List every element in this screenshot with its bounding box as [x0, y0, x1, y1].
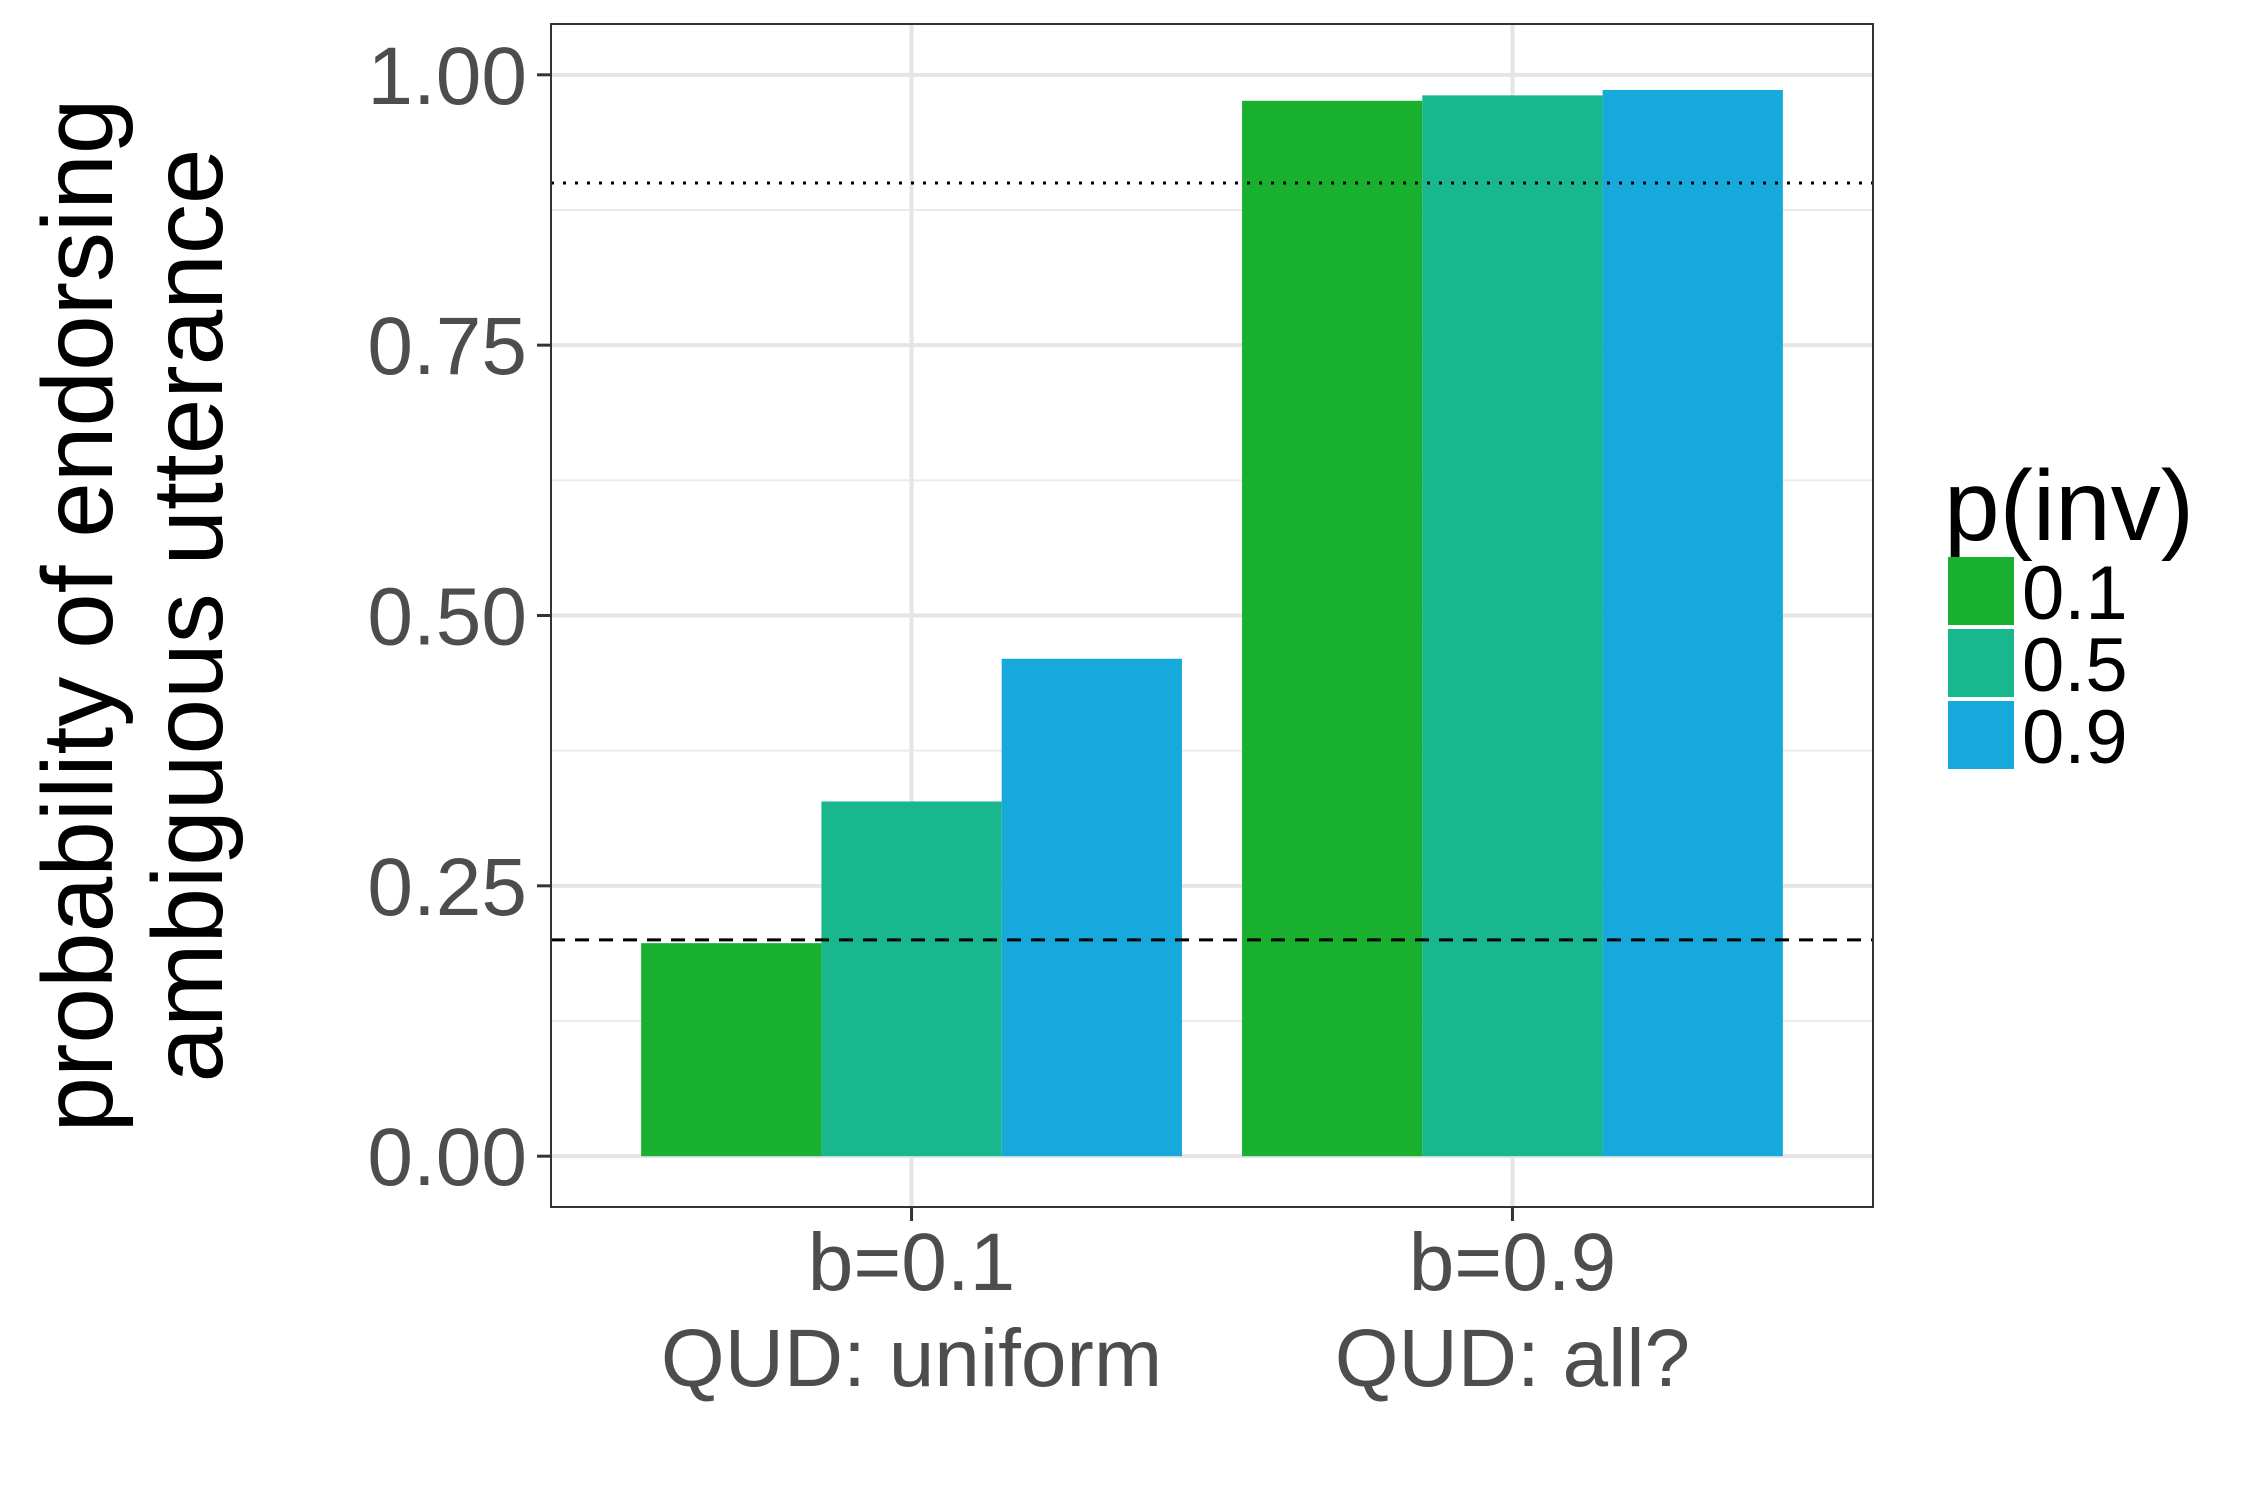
- legend-label: 0.1: [2022, 551, 2128, 636]
- legend: p(inv)0.10.50.9: [1944, 450, 2194, 780]
- bar: [1001, 658, 1182, 1157]
- y-tick-label: 0.75: [367, 301, 527, 392]
- y-tick-label: 0.00: [367, 1112, 527, 1203]
- legend-key: [1948, 701, 2014, 769]
- legend-label: 0.5: [2022, 623, 2128, 708]
- y-axis-title-line: probability of endorsing: [22, 99, 134, 1133]
- legend-key: [1948, 629, 2014, 697]
- legend-key: [1948, 557, 2014, 625]
- x-tick-label: QUD: all?: [1335, 1313, 1690, 1404]
- x-tick-label: b=0.1: [808, 1217, 1015, 1308]
- x-tick-label: QUD: uniform: [661, 1313, 1162, 1404]
- y-tick-label: 0.25: [367, 842, 527, 933]
- y-axis-title-line: ambiguous utterance: [132, 149, 244, 1083]
- plot-panel: [550, 23, 1874, 1208]
- bar: [641, 943, 822, 1157]
- legend-title: p(inv): [1944, 450, 2194, 562]
- x-tick-label: b=0.9: [1409, 1217, 1616, 1308]
- legend-label: 0.9: [2022, 695, 2128, 780]
- y-tick-label: 0.50: [367, 572, 527, 663]
- bar: [1422, 95, 1603, 1157]
- bar: [1242, 100, 1423, 1157]
- bar: [821, 801, 1002, 1157]
- y-tick-label: 1.00: [367, 31, 527, 122]
- bar: [1602, 89, 1783, 1157]
- y-axis: 0.00 0.25 0.50 0.75 1.00: [367, 31, 551, 1203]
